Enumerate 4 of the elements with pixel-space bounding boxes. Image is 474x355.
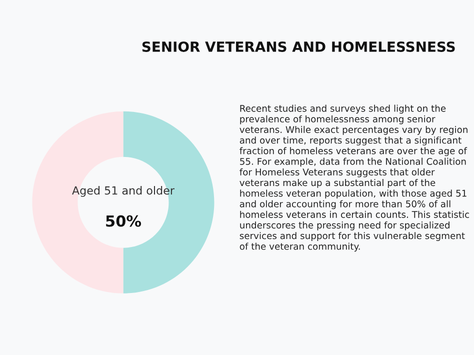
slice-label: Aged 51 and older xyxy=(72,186,174,197)
text: Recent studies and surveys shed light on the prevalence of homelessness among senior veterans. While exact percentages vary by region and over time, reports suggest that a significant fraction of homeless veterans are over the age of 55. For example, data from the National Coalition for Homeless Veterans suggests that older veterans make up a substantial part of the homeless veteran population, with those aged 51 and older accounting for more than 50% of all homeless veterans in certain counts. This statistic underscores the pressing need for specialized services and support for this vulnerable segment of the veteran community. xyxy=(240,104,470,252)
data-label: 50% xyxy=(106,215,142,227)
text: SENIOR VETERANS AND HOMELESSNESS xyxy=(142,41,455,52)
